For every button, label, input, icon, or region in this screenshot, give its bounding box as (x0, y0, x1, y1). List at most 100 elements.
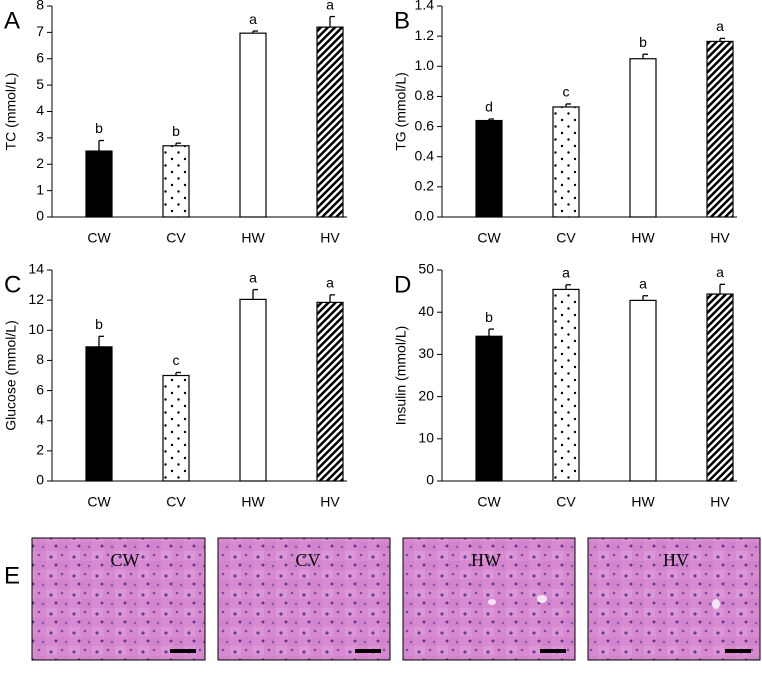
bar (552, 288, 580, 482)
x-tick-label: HV (320, 494, 340, 510)
significance-letter: a (249, 269, 257, 285)
chart: D Insulin (mmol/L) 0 10 20 30 40 50 b CW a CV a HW a HV (393, 261, 737, 510)
bar (475, 335, 503, 482)
y-tick-label: 4 (36, 102, 44, 118)
y-axis-label: Insulin (mmol/L) (393, 326, 409, 426)
bar (316, 301, 344, 482)
significance-letter: a (562, 264, 570, 280)
bar (162, 374, 190, 482)
y-tick-label: 12 (28, 291, 44, 307)
scale-bar (725, 649, 751, 653)
chart: A TC (mmol/L) 0 1 2 3 4 5 6 7 8 b CW b CV a HW a HV (3, 0, 347, 246)
y-tick-label: 0 (36, 208, 44, 224)
x-tick-label: HV (710, 230, 730, 246)
significance-letter: a (716, 264, 724, 280)
vessel (712, 599, 720, 609)
bar (706, 40, 734, 218)
y-tick-label: 20 (418, 387, 434, 403)
y-tick-label: 0.4 (415, 147, 435, 163)
significance-letter: b (172, 123, 180, 139)
y-tick-label: 2 (36, 442, 44, 458)
x-tick-label: CW (477, 230, 501, 246)
x-tick-label: HV (710, 494, 730, 510)
scale-bar (540, 649, 566, 653)
y-tick-label: 0.8 (415, 87, 435, 103)
significance-letter: a (326, 0, 334, 12)
bar (629, 299, 657, 482)
y-tick-label: 40 (418, 303, 434, 319)
bar (552, 106, 580, 218)
panel-letter: E (4, 562, 20, 589)
significance-letter: c (173, 352, 180, 368)
y-axis-label: Glucose (mmol/L) (3, 320, 19, 430)
bar (475, 119, 503, 218)
significance-letter: b (95, 316, 103, 332)
y-tick-label: 2 (36, 155, 44, 171)
y-tick-label: 50 (418, 261, 434, 277)
y-tick-label: 5 (36, 76, 44, 92)
chart: C Glucose (mmol/L) 0 2 4 6 8 10 12 14 b CW c CV a HW a HV (3, 261, 347, 510)
y-tick-label: 3 (36, 129, 44, 145)
y-axis-label: TG (mmol/L) (393, 72, 409, 151)
y-tick-label: 10 (28, 321, 44, 337)
significance-letter: a (326, 275, 334, 291)
x-tick-label: CV (556, 494, 576, 510)
histology-image (587, 537, 761, 661)
y-tick-label: 4 (36, 411, 44, 427)
bar (706, 293, 734, 482)
histology-label: CW (111, 550, 140, 570)
y-tick-label: 1.2 (415, 27, 435, 43)
y-tick-label: 0.6 (415, 117, 435, 133)
x-tick-label: CW (87, 494, 111, 510)
chart: B TG (mmol/L) 0.0 0.2 0.4 0.6 0.8 1.0 1.2 1.4 d CW c… (393, 0, 737, 246)
y-tick-label: 0.0 (415, 208, 435, 224)
scale-bar (170, 649, 196, 653)
significance-letter: b (639, 34, 647, 50)
histology-label: HW (471, 550, 501, 570)
y-tick-label: 14 (28, 261, 44, 277)
bar (85, 150, 113, 218)
y-tick-label: 6 (36, 49, 44, 65)
y-tick-label: 7 (36, 23, 44, 39)
bar (629, 58, 657, 218)
significance-letter: d (485, 99, 493, 115)
significance-letter: a (716, 18, 724, 34)
x-tick-label: CV (556, 230, 576, 246)
histology-image (217, 537, 391, 661)
y-tick-label: 8 (36, 0, 44, 13)
y-tick-label: 10 (418, 430, 434, 446)
bar (85, 346, 113, 482)
y-tick-label: 0 (36, 472, 44, 488)
significance-letter: b (485, 309, 493, 325)
bar (239, 32, 267, 218)
x-tick-label: CW (477, 494, 501, 510)
x-tick-label: CV (166, 230, 186, 246)
y-tick-label: 1.4 (415, 0, 435, 13)
histology-image (31, 537, 206, 661)
bar (162, 145, 190, 218)
x-tick-label: HV (320, 230, 340, 246)
bar (316, 26, 344, 218)
histology-label: CV (295, 550, 320, 570)
panel-letter: C (4, 271, 21, 298)
y-tick-label: 6 (36, 381, 44, 397)
vessel (537, 595, 547, 603)
x-tick-label: CV (166, 494, 186, 510)
y-axis-label: TC (mmol/L) (3, 73, 19, 151)
y-tick-label: 0.2 (415, 178, 435, 194)
significance-letter: c (563, 84, 570, 100)
bar (239, 298, 267, 482)
scale-bar (355, 649, 381, 653)
histology-label: HV (663, 550, 689, 570)
significance-letter: a (639, 275, 647, 291)
panel-letter: A (4, 7, 20, 34)
x-tick-label: HW (241, 230, 265, 246)
vessel (488, 599, 496, 605)
significance-letter: b (95, 120, 103, 136)
significance-letter: a (249, 11, 257, 27)
x-tick-label: CW (87, 230, 111, 246)
panel-letter: D (394, 271, 411, 298)
y-tick-label: 30 (418, 345, 434, 361)
x-tick-label: HW (241, 494, 265, 510)
